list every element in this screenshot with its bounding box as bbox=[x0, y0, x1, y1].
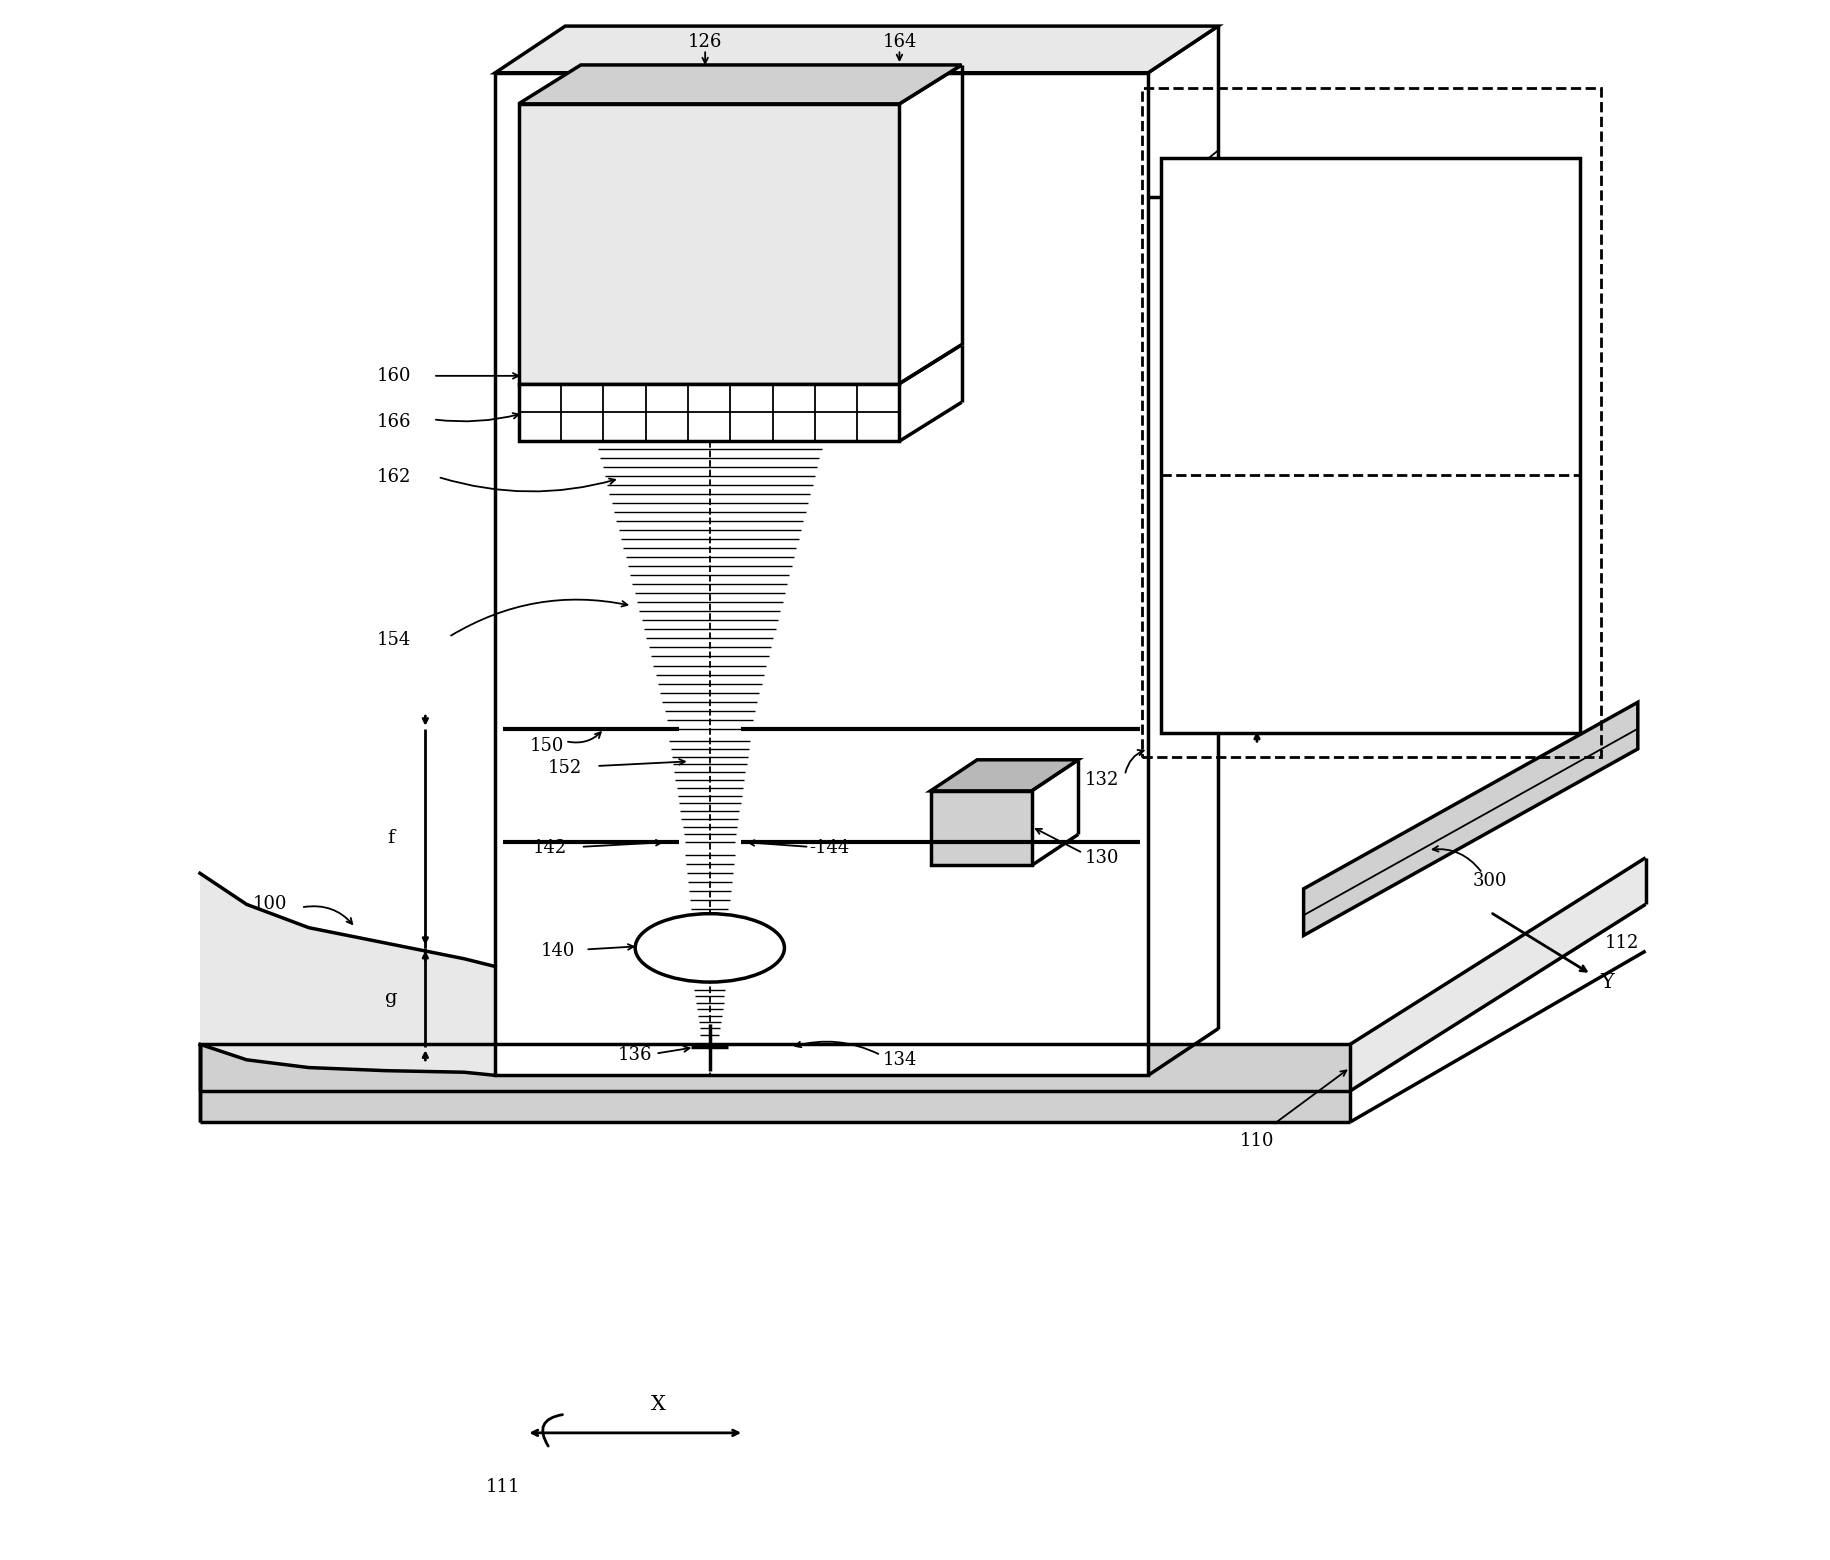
Text: 166: 166 bbox=[377, 413, 412, 432]
Text: 150: 150 bbox=[529, 736, 564, 755]
Text: SIGNAL: SIGNAL bbox=[1327, 195, 1413, 214]
Text: 136: 136 bbox=[619, 1047, 653, 1064]
Polygon shape bbox=[518, 66, 961, 105]
Text: 160: 160 bbox=[377, 367, 412, 385]
Text: X: X bbox=[651, 1395, 666, 1415]
Text: 100: 100 bbox=[253, 895, 287, 913]
Text: 162: 162 bbox=[377, 468, 412, 485]
Text: Y: Y bbox=[1599, 972, 1614, 992]
Text: 142: 142 bbox=[533, 839, 567, 858]
Text: f: f bbox=[388, 830, 395, 847]
Bar bbox=[518, 384, 900, 441]
Polygon shape bbox=[1303, 702, 1638, 936]
Polygon shape bbox=[930, 760, 1078, 791]
Text: 132: 132 bbox=[1085, 771, 1118, 789]
Bar bbox=[496, 73, 1147, 1075]
Bar bbox=[930, 791, 1032, 866]
Polygon shape bbox=[199, 874, 496, 1075]
Text: 154: 154 bbox=[377, 632, 412, 649]
Polygon shape bbox=[199, 1044, 1351, 1122]
Text: 112: 112 bbox=[1605, 934, 1640, 952]
Text: 111: 111 bbox=[485, 1479, 520, 1496]
Text: 152: 152 bbox=[549, 758, 582, 777]
Text: 200: 200 bbox=[1398, 546, 1433, 563]
Ellipse shape bbox=[635, 914, 785, 983]
Bar bbox=[1160, 158, 1581, 733]
Polygon shape bbox=[199, 858, 1645, 1090]
Text: -144: -144 bbox=[809, 839, 849, 858]
Text: d: d bbox=[1281, 576, 1294, 594]
Text: g: g bbox=[384, 989, 397, 1006]
Text: 126: 126 bbox=[688, 33, 723, 50]
Text: 300: 300 bbox=[1473, 872, 1508, 891]
Bar bbox=[1142, 89, 1601, 757]
Text: 164: 164 bbox=[882, 33, 917, 50]
Text: CIRCUITRY: CIRCUITRY bbox=[1307, 546, 1433, 565]
Text: PROCESSING: PROCESSING bbox=[1296, 454, 1446, 473]
Text: AND: AND bbox=[1345, 368, 1396, 385]
Text: 110: 110 bbox=[1239, 1131, 1274, 1150]
Text: 134: 134 bbox=[882, 1051, 917, 1069]
Text: GENERATING: GENERATING bbox=[1294, 281, 1448, 300]
Text: 130: 130 bbox=[1085, 849, 1118, 867]
Polygon shape bbox=[496, 27, 1219, 73]
Bar bbox=[518, 105, 900, 384]
Text: 140: 140 bbox=[540, 942, 575, 959]
